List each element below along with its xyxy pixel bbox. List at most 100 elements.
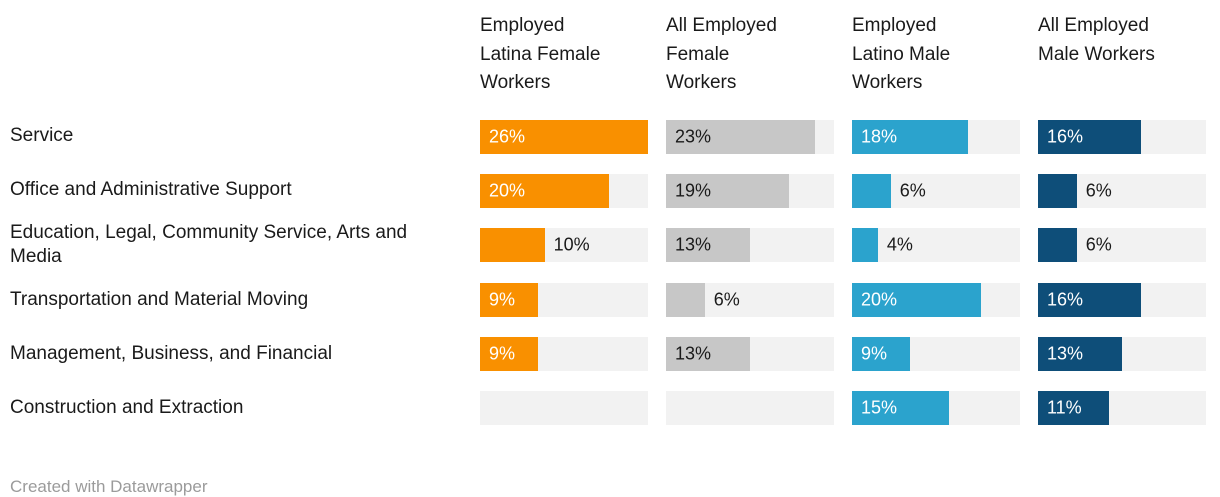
bar-track: 19% <box>666 173 834 208</box>
bar <box>1038 282 1142 317</box>
bar-value-label: 6% <box>713 289 740 310</box>
bar-track: 6% <box>852 173 1020 208</box>
bar-track: 6% <box>666 282 834 317</box>
bar-track: 9% <box>480 282 648 317</box>
row-label: Service <box>10 125 74 147</box>
bar-value-label: 6% <box>1085 234 1112 255</box>
bar <box>480 173 610 208</box>
bar <box>480 228 545 263</box>
column-header-latina-female: Employed Latina Female Workers <box>480 15 601 93</box>
bar-track: 4% <box>852 228 1020 263</box>
bar-track <box>666 390 834 425</box>
row-label: Education, Legal, Community Service, Art… <box>10 221 408 268</box>
bar <box>1038 390 1110 425</box>
bar <box>666 173 789 208</box>
bar <box>1038 228 1077 263</box>
bar-track: 13% <box>666 336 834 371</box>
bar-cell: 6% <box>1038 221 1206 269</box>
bar-cell: 18% <box>852 113 1020 161</box>
bar <box>852 282 982 317</box>
bar-cell <box>666 384 834 432</box>
bar-track <box>480 390 648 425</box>
bar-value-label: 15% <box>861 397 898 418</box>
bar <box>852 228 878 263</box>
bar-value-label: 16% <box>1047 126 1084 146</box>
bar <box>1038 173 1077 208</box>
bar-track: 16% <box>1038 282 1206 317</box>
bar-track: 13% <box>666 228 834 263</box>
bar-cell: 26% <box>480 113 648 161</box>
datawrapper-attribution-link[interactable]: Created with Datawrapper <box>10 476 208 496</box>
bar-cell: 20% <box>480 167 648 215</box>
bar-cell: 6% <box>1038 167 1206 215</box>
bar <box>480 336 539 371</box>
bar-track: 20% <box>480 173 648 208</box>
bar-value-label: 9% <box>489 343 516 364</box>
bar-cell: 20% <box>852 276 1020 324</box>
bar-value-label: 9% <box>489 289 516 310</box>
bar-track: 9% <box>852 336 1020 371</box>
bar-cell: 15% <box>852 384 1020 432</box>
column-header-all-male: All Employed Male Workers <box>1038 15 1155 65</box>
bar-value-label: 6% <box>1085 180 1112 200</box>
bar-value-label: 19% <box>675 180 712 200</box>
bar-cell: 9% <box>480 330 648 378</box>
bar-track: 13% <box>1038 336 1206 371</box>
row-label: Management, Business, and Financial <box>10 342 333 364</box>
bar-track: 18% <box>852 119 1020 154</box>
header-spacer <box>10 12 462 24</box>
bar-value-label: 23% <box>675 126 712 146</box>
bar-value-label: 9% <box>861 343 888 364</box>
bar-value-label: 26% <box>489 126 526 146</box>
column-header-all-female: All Employed Female Workers <box>666 15 777 93</box>
bar <box>852 119 969 154</box>
column-header-latino-male: Employed Latino Male Workers <box>852 15 951 93</box>
bar-value-label: 4% <box>886 234 913 255</box>
bar-value-label: 18% <box>861 126 898 146</box>
bar-cell: 6% <box>666 276 834 324</box>
bar-cell: 6% <box>852 167 1020 215</box>
bar-track: 16% <box>1038 119 1206 154</box>
bar-cell: 11% <box>1038 384 1206 432</box>
bar-track: 20% <box>852 282 1020 317</box>
bar-value-label: 13% <box>675 234 712 255</box>
chart-grid: Employed Latina Female Workers All Emplo… <box>10 12 1220 435</box>
bar-cell: 23% <box>666 113 834 161</box>
bar <box>480 119 648 154</box>
bar-track: 26% <box>480 119 648 154</box>
bar <box>1038 119 1142 154</box>
bar-cell: 9% <box>480 276 648 324</box>
bar-value-label: 13% <box>1047 343 1084 364</box>
bar <box>852 173 891 208</box>
bar-track: 23% <box>666 119 834 154</box>
bar <box>666 336 750 371</box>
bar-value-label: 20% <box>489 180 526 200</box>
bar-value-label: 6% <box>899 180 926 200</box>
bar-cell: 19% <box>666 167 834 215</box>
bar-track: 11% <box>1038 390 1206 425</box>
bar <box>666 228 750 263</box>
bar-cell: 13% <box>1038 330 1206 378</box>
bar-cell: 16% <box>1038 276 1206 324</box>
bar-cell: 13% <box>666 330 834 378</box>
bar <box>852 390 949 425</box>
bar-cell: 10% <box>480 221 648 269</box>
bar-track: 15% <box>852 390 1020 425</box>
bar <box>480 282 539 317</box>
bar-cell: 13% <box>666 221 834 269</box>
row-label: Transportation and Material Moving <box>10 288 309 310</box>
bar-cell: 4% <box>852 221 1020 269</box>
bar-track: 10% <box>480 228 648 263</box>
bar-value-label: 16% <box>1047 289 1084 310</box>
bar-cell: 9% <box>852 330 1020 378</box>
row-label: Construction and Extraction <box>10 396 244 418</box>
bar-value-label: 11% <box>1047 397 1082 418</box>
bar <box>1038 336 1122 371</box>
bar-track: 9% <box>480 336 648 371</box>
bar-value-label: 10% <box>553 234 590 255</box>
bar-value-label: 13% <box>675 343 712 364</box>
bar <box>852 336 911 371</box>
bar-value-label: 20% <box>861 289 898 310</box>
bar-cell: 16% <box>1038 113 1206 161</box>
